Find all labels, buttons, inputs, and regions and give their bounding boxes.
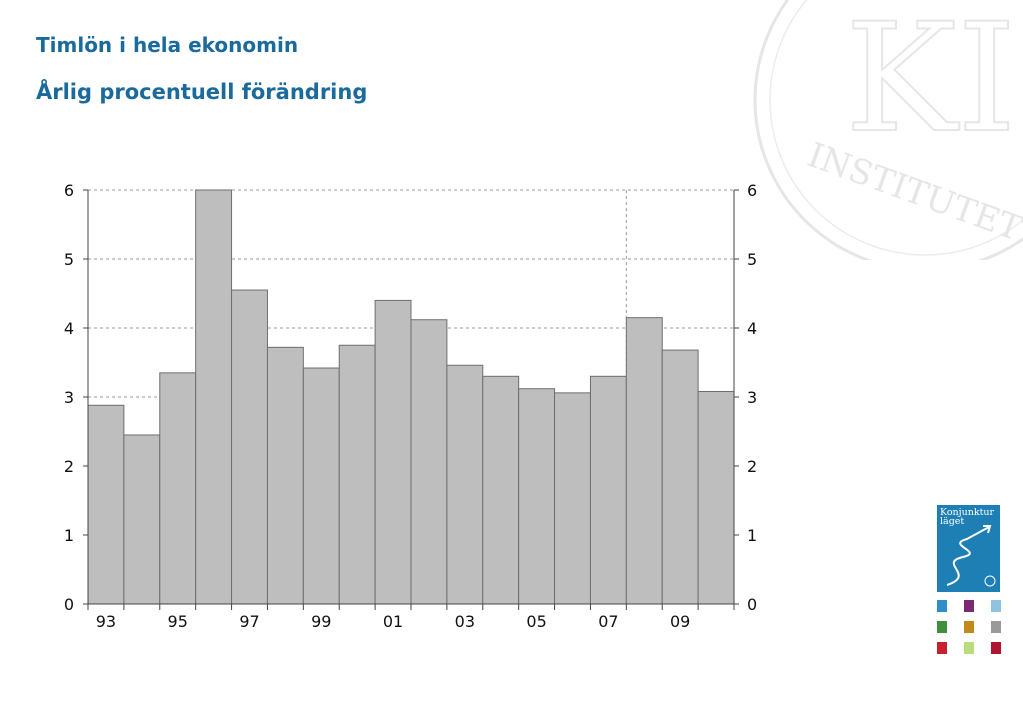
tile-green — [937, 621, 947, 633]
bar-96 — [195, 189, 233, 605]
x-tick-label: 07 — [598, 612, 618, 631]
bar-00 — [338, 344, 376, 605]
x-tick-label: 93 — [96, 612, 116, 631]
y-tick-label-left: 6 — [64, 181, 74, 200]
konjunkturlaget-logo: Konjunktur läget — [937, 505, 1000, 592]
logo-text: Konjunktur läget — [940, 507, 995, 527]
bar-09 — [661, 349, 699, 605]
x-tick-label: 03 — [455, 612, 475, 631]
tile-crimson — [991, 642, 1001, 654]
chart-title: Timlön i hela ekonomin — [36, 33, 299, 57]
bar-08 — [625, 317, 663, 605]
bar-03 — [446, 364, 484, 605]
y-tick-label-right: 6 — [747, 181, 757, 200]
seal-monogram: KI — [845, 0, 1016, 166]
bar-98 — [266, 346, 304, 605]
bar-10 — [697, 390, 735, 605]
tile-orange — [964, 621, 974, 633]
y-tick-label-left: 1 — [64, 526, 74, 545]
x-tick-label: 99 — [311, 612, 331, 631]
y-tick-label-left: 4 — [64, 319, 74, 338]
bar-04 — [482, 375, 520, 605]
logo-graphic — [946, 525, 996, 587]
x-tick-label: 09 — [670, 612, 690, 631]
bar-05 — [518, 388, 556, 605]
tile-grey — [991, 621, 1001, 633]
tile-purple — [964, 600, 974, 612]
bar-99 — [302, 367, 340, 605]
bar-02 — [410, 319, 448, 605]
bar-06 — [554, 392, 591, 605]
tile-red — [937, 642, 947, 654]
x-tick-label: 01 — [383, 612, 403, 631]
y-tick-label-left: 5 — [64, 250, 74, 269]
y-tick-label-right: 5 — [747, 250, 757, 269]
y-tick-label-right: 3 — [747, 388, 757, 407]
institute-seal-watermark: KI INSTITUTET — [753, 0, 1023, 260]
chart-subtitle: Årlig procentuell förändring — [36, 80, 368, 104]
y-tick-label-left: 2 — [64, 457, 74, 476]
bar-95 — [159, 372, 197, 605]
bar-07 — [589, 375, 627, 605]
tile-blue — [937, 600, 947, 612]
y-tick-label-left: 3 — [64, 388, 74, 407]
bar-01 — [374, 299, 412, 605]
y-tick-label-right: 1 — [747, 526, 757, 545]
tile-light-blue — [991, 600, 1001, 612]
y-tick-label-right: 0 — [747, 595, 757, 614]
x-tick-label: 05 — [526, 612, 546, 631]
bar-94 — [123, 434, 161, 605]
tile-lime — [964, 642, 974, 654]
x-tick-label: 95 — [168, 612, 188, 631]
bar-97 — [231, 289, 268, 605]
y-tick-label-right: 2 — [747, 457, 757, 476]
x-tick-label: 97 — [239, 612, 259, 631]
y-tick-label-right: 4 — [747, 319, 757, 338]
y-tick-label-left: 0 — [64, 595, 74, 614]
bar-93 — [87, 404, 125, 605]
